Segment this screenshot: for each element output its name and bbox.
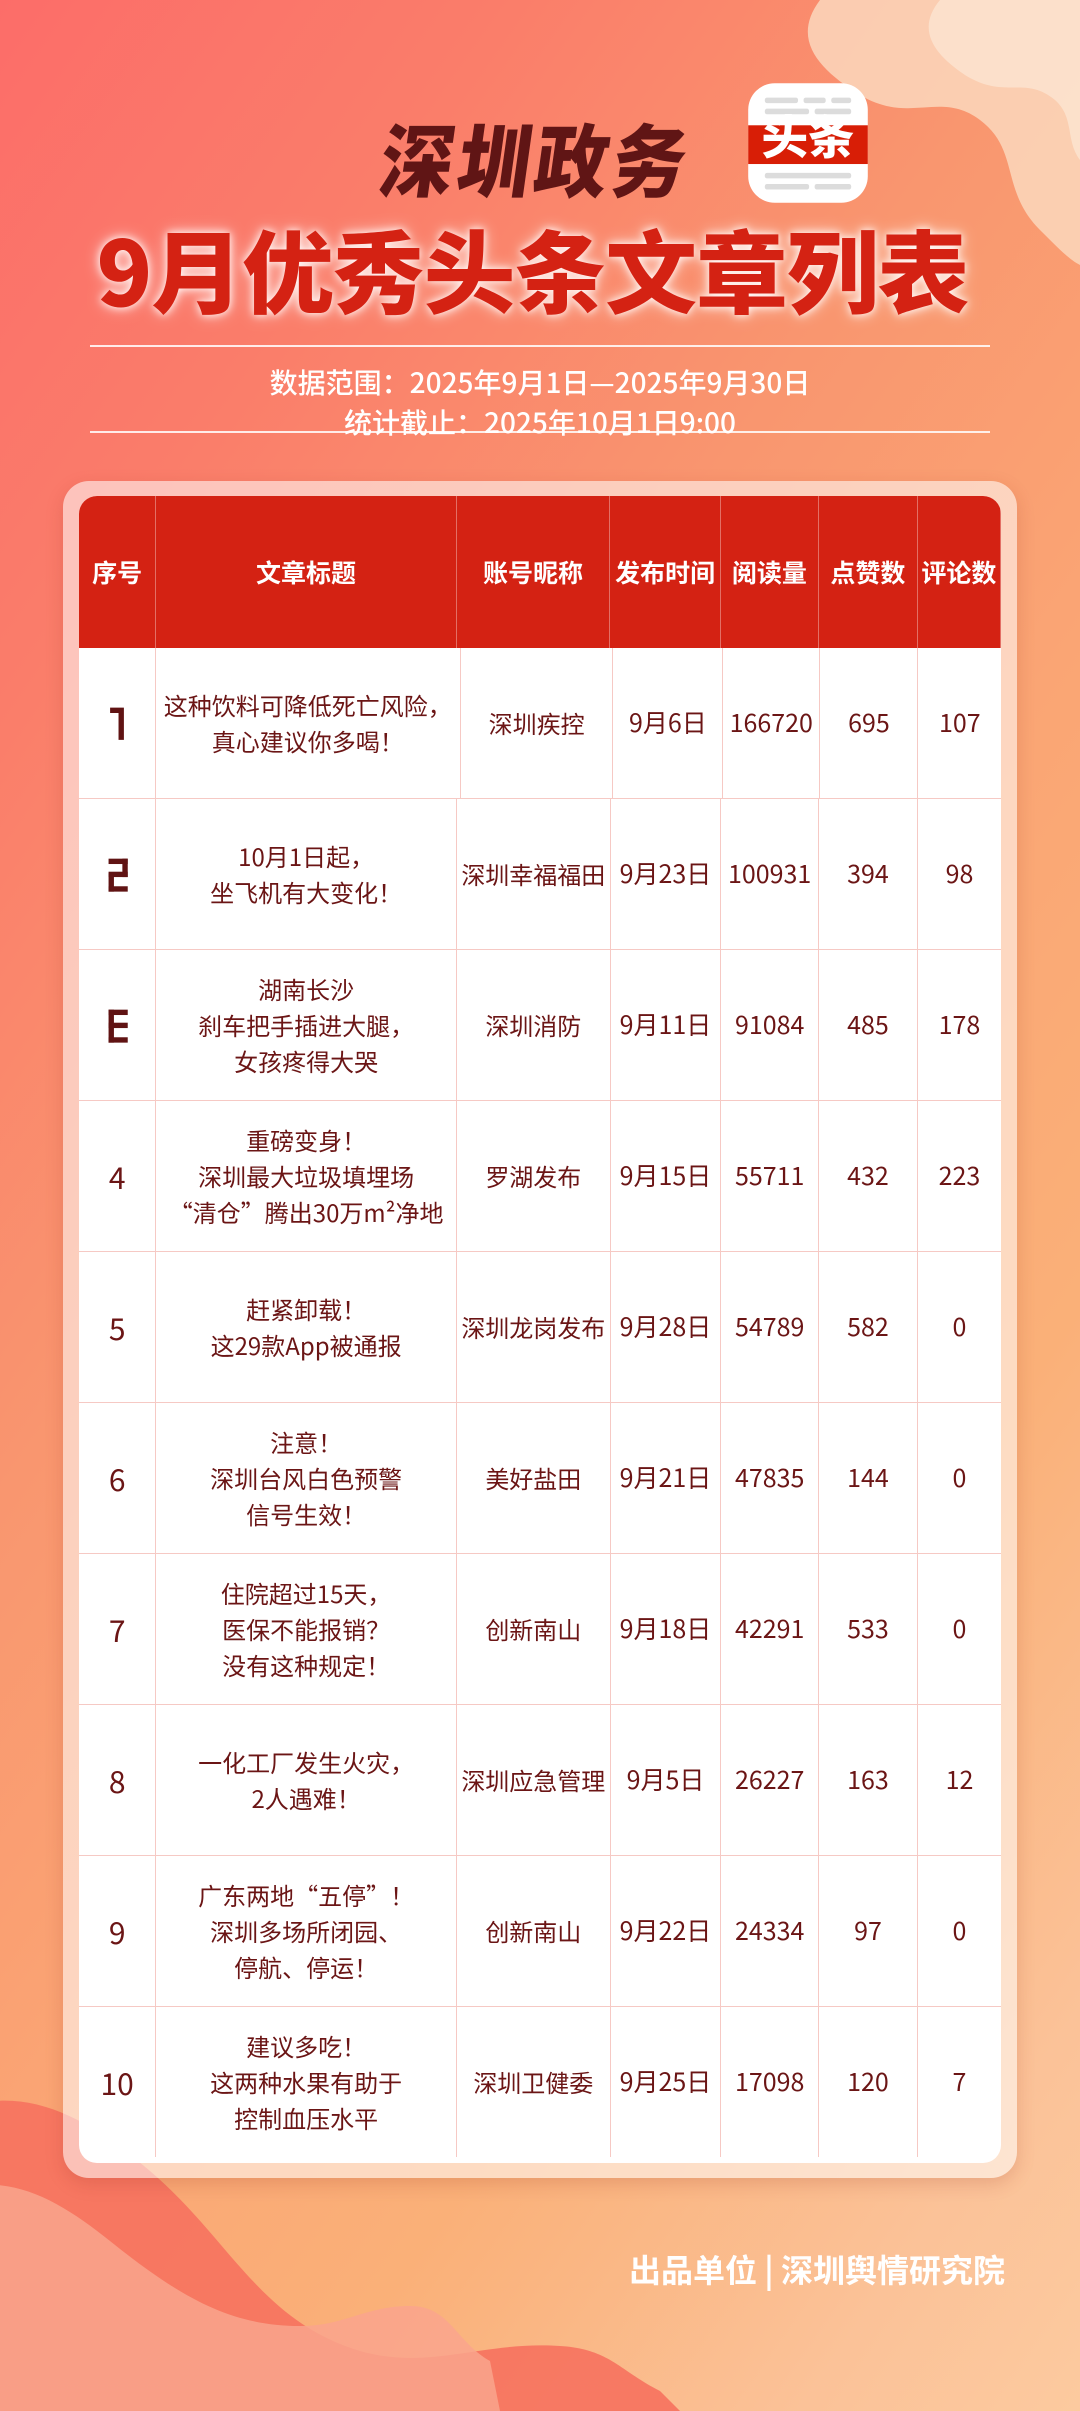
svg-text:头条: 头条 [762,101,855,168]
